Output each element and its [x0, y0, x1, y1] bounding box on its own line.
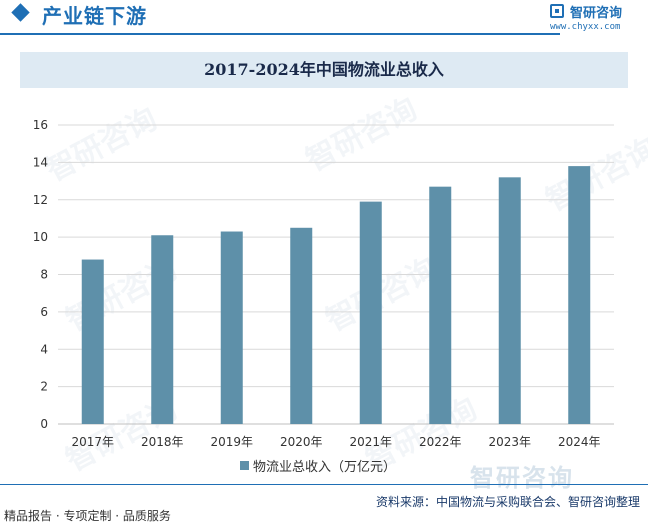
- bar: [290, 227, 313, 424]
- footer-watermark-logo: 智研咨询: [470, 464, 574, 492]
- chart-title: 2017-2024年中国物流业总收入: [204, 60, 444, 79]
- brand-icon: [550, 4, 564, 18]
- x-tick-label: 2020年: [280, 435, 323, 449]
- y-tick-label: 4: [40, 342, 48, 356]
- bar: [151, 235, 174, 424]
- header: 产业链下游 智研咨询 www.chyxx.com: [0, 0, 648, 38]
- bar: [81, 259, 104, 424]
- x-tick-label: 2021年: [349, 435, 392, 449]
- legend-swatch: [240, 461, 249, 470]
- bar: [359, 201, 382, 424]
- y-tick-label: 10: [33, 230, 48, 244]
- x-tick-label: 2023年: [488, 435, 531, 449]
- bar: [498, 177, 521, 424]
- y-tick-label: 14: [33, 155, 48, 169]
- section-title: 产业链下游: [42, 4, 147, 28]
- brand-url: www.chyxx.com: [550, 22, 621, 32]
- brand-logo: 智研咨询 www.chyxx.com: [550, 2, 640, 36]
- bar: [429, 186, 452, 424]
- y-tick-label: 0: [40, 417, 48, 431]
- x-tick-label: 2024年: [558, 435, 601, 449]
- bar: [568, 166, 591, 425]
- chart-title-band: 2017-2024年中国物流业总收入: [20, 52, 628, 88]
- y-tick-label: 6: [40, 305, 48, 319]
- brand-name: 智研咨询: [570, 6, 623, 21]
- y-tick-label: 2: [40, 380, 48, 394]
- footer-divider: [0, 484, 648, 485]
- source-note: 资料来源：中国物流与采购联合会、智研咨询整理: [375, 495, 640, 509]
- bar: [220, 231, 243, 424]
- legend-label: 物流业总收入（万亿元）: [253, 460, 397, 475]
- x-tick-label: 2022年: [419, 435, 462, 449]
- header-divider: [0, 33, 560, 35]
- x-tick-label: 2017年: [71, 435, 114, 449]
- x-tick-label: 2019年: [210, 435, 253, 449]
- y-tick-label: 16: [33, 118, 48, 132]
- y-tick-label: 8: [40, 268, 48, 282]
- legend: 物流业总收入（万亿元）: [0, 456, 648, 476]
- tagline: 精品报告 · 专项定制 · 品质服务: [4, 509, 171, 523]
- x-tick-label: 2018年: [141, 435, 184, 449]
- y-tick-label: 12: [33, 193, 48, 207]
